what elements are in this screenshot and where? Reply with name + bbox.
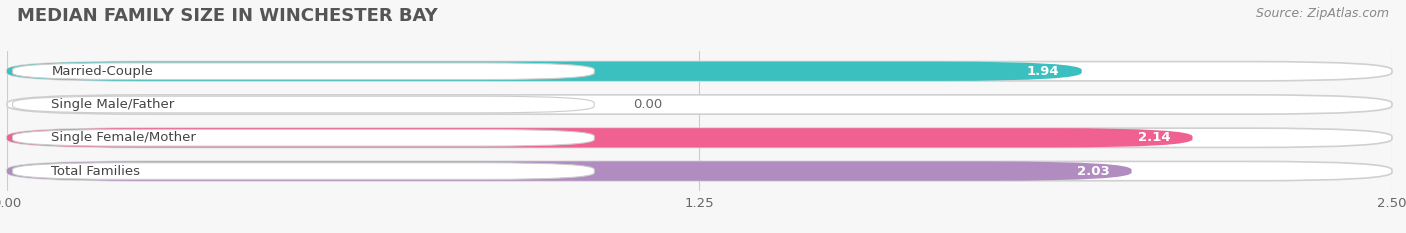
FancyBboxPatch shape <box>7 161 1392 181</box>
FancyBboxPatch shape <box>7 128 1392 147</box>
FancyBboxPatch shape <box>7 161 1132 181</box>
Text: Total Families: Total Families <box>52 164 141 178</box>
FancyBboxPatch shape <box>13 130 595 146</box>
Text: 2.03: 2.03 <box>1077 164 1109 178</box>
Text: Single Male/Father: Single Male/Father <box>52 98 174 111</box>
FancyBboxPatch shape <box>7 62 1392 81</box>
FancyBboxPatch shape <box>7 95 1392 114</box>
Text: MEDIAN FAMILY SIZE IN WINCHESTER BAY: MEDIAN FAMILY SIZE IN WINCHESTER BAY <box>17 7 437 25</box>
Text: 1.94: 1.94 <box>1026 65 1060 78</box>
FancyBboxPatch shape <box>13 163 595 179</box>
Text: 2.14: 2.14 <box>1137 131 1170 144</box>
Text: Single Female/Mother: Single Female/Mother <box>52 131 197 144</box>
Text: Married-Couple: Married-Couple <box>52 65 153 78</box>
FancyBboxPatch shape <box>7 62 1081 81</box>
FancyBboxPatch shape <box>13 63 595 79</box>
FancyBboxPatch shape <box>13 96 595 113</box>
Text: Source: ZipAtlas.com: Source: ZipAtlas.com <box>1256 7 1389 20</box>
FancyBboxPatch shape <box>7 128 1192 147</box>
Text: 0.00: 0.00 <box>633 98 662 111</box>
